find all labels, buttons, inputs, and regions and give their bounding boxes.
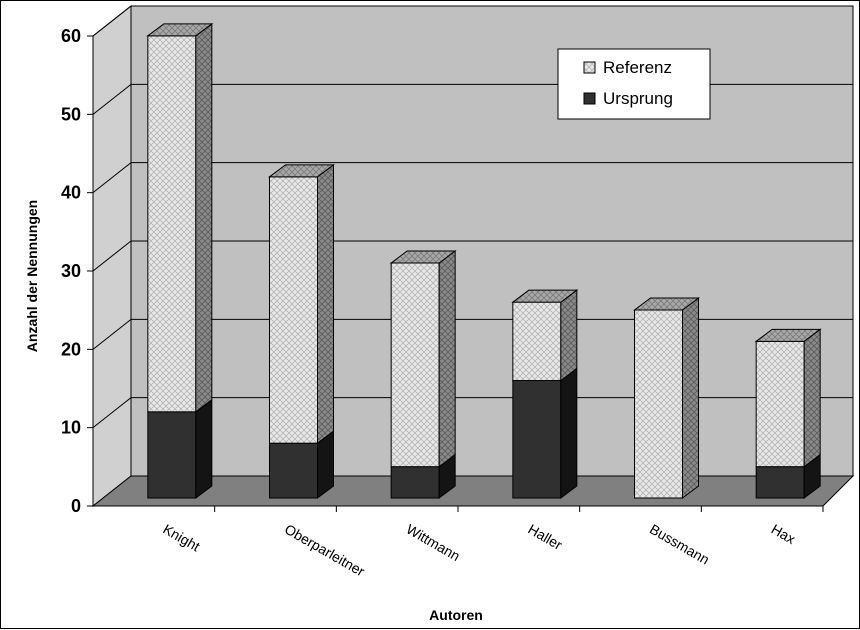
- y-tick-label: 10: [61, 418, 81, 438]
- bar-front: [512, 301, 562, 381]
- bar-segment: [512, 289, 578, 382]
- bar-front: [390, 466, 440, 499]
- bar-segment: [147, 398, 213, 499]
- bar-front: [634, 309, 683, 499]
- category-labels: Knight Oberparleitner Wittmann Haller Bussma…: [160, 521, 798, 580]
- bar-front: [755, 466, 805, 499]
- bar-segment: [634, 297, 699, 499]
- bar-front: [390, 262, 440, 468]
- bar-segment: [390, 250, 456, 468]
- bar-front: [147, 35, 197, 413]
- category-label: Wittmann: [404, 521, 463, 564]
- legend-label: Ursprung: [603, 89, 673, 108]
- legend-label: Referenz: [603, 58, 672, 77]
- bar-side: [195, 22, 213, 413]
- bar-front: [755, 340, 805, 468]
- bar-front: [269, 442, 318, 499]
- legend: Referenz Ursprung: [557, 48, 711, 120]
- gridlines: [92, 5, 853, 429]
- category-label: Hax: [769, 521, 799, 547]
- bar-front: [147, 411, 197, 499]
- bars: [146, 22, 822, 499]
- bar-segment: [269, 430, 334, 499]
- bar-top: [146, 23, 214, 37]
- bar-top: [633, 297, 700, 311]
- bar-side: [560, 289, 578, 382]
- category-label: Knight: [160, 521, 202, 555]
- bar-side: [317, 163, 334, 445]
- bar-side: [803, 328, 821, 468]
- gridline-side: [92, 397, 132, 429]
- y-tick-label: 0: [71, 496, 81, 516]
- category-label: Bussmann: [647, 521, 712, 568]
- category-label: Haller: [525, 521, 565, 553]
- bar-segment: [147, 22, 213, 413]
- bar-top: [389, 250, 457, 264]
- bar-side: [560, 367, 578, 499]
- y-tick-labels: 0 10 20 30 40 50 60: [61, 26, 81, 516]
- bar-front: [269, 176, 318, 444]
- bar-top: [268, 164, 335, 178]
- bar-top: [754, 328, 822, 342]
- gridline-side: [92, 83, 132, 115]
- axes: [87, 35, 824, 512]
- bar-segment: [269, 163, 334, 445]
- bar-top: [511, 289, 579, 303]
- y-tick-label: 60: [61, 26, 81, 46]
- legend-box: [557, 48, 711, 120]
- bar-front: [512, 380, 562, 499]
- bar-side: [438, 250, 456, 468]
- y-axis-title: Anzahl der Nennungen: [24, 200, 40, 352]
- bar-segment: [390, 453, 456, 499]
- x-axis-title: Autoren: [429, 607, 483, 623]
- bar-segment: [755, 328, 821, 468]
- y-tick-label: 20: [61, 339, 81, 359]
- gridline-side: [92, 240, 132, 272]
- category-label: Oberparleitner: [282, 521, 368, 580]
- gridline-side: [92, 162, 132, 194]
- legend-swatch: [583, 61, 596, 74]
- gridline-side: [92, 5, 132, 37]
- y-tick-label: 50: [61, 104, 81, 124]
- bar-side: [195, 398, 213, 499]
- gridline-side: [92, 318, 132, 350]
- bar-side: [682, 297, 699, 499]
- legend-swatch: [583, 92, 596, 105]
- bar-segment: [512, 367, 578, 499]
- y-tick-label: 40: [61, 183, 81, 203]
- y-tick-label: 30: [61, 261, 81, 281]
